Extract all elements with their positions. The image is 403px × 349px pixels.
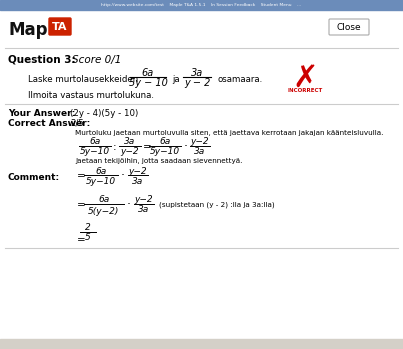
Text: Maple: Maple — [8, 21, 64, 39]
Text: y−2: y−2 — [135, 195, 153, 205]
Text: 5y−10: 5y−10 — [86, 177, 116, 186]
Bar — [0, 0, 403, 10]
Text: 3a: 3a — [138, 206, 150, 215]
Text: ·: · — [121, 170, 125, 183]
Text: ·: · — [184, 141, 188, 154]
Text: 6a: 6a — [98, 195, 110, 205]
Text: y − 2: y − 2 — [184, 78, 210, 88]
Text: 2/5: 2/5 — [70, 119, 84, 127]
Text: Correct Answer:: Correct Answer: — [8, 119, 90, 127]
Text: =: = — [77, 200, 86, 210]
Text: ·: · — [127, 199, 131, 211]
Bar — [0, 339, 403, 349]
FancyBboxPatch shape — [329, 19, 369, 35]
Text: http://www.website.com/test    Maple T&A 1.5.1    In Session Feedback    Student: http://www.website.com/test Maple T&A 1.… — [102, 3, 301, 7]
Text: Comment:: Comment: — [8, 173, 60, 183]
Text: Jaetaan tekijöihin, jotta saadaan sievennettyä.: Jaetaan tekijöihin, jotta saadaan sieven… — [75, 158, 242, 164]
Text: 6a: 6a — [96, 166, 107, 176]
Text: ✗: ✗ — [292, 64, 318, 92]
Text: 6a: 6a — [89, 138, 101, 147]
Text: =: = — [77, 171, 86, 181]
Text: 5(y−2): 5(y−2) — [88, 207, 120, 215]
Text: 3a: 3a — [194, 148, 206, 156]
Text: Score 0/1: Score 0/1 — [72, 55, 121, 65]
Text: Your Answer:: Your Answer: — [8, 109, 75, 118]
Text: TA: TA — [52, 22, 68, 32]
Text: 2: 2 — [85, 223, 91, 232]
Text: 5y−10: 5y−10 — [150, 148, 180, 156]
Text: =: = — [143, 142, 152, 152]
Text: 6a: 6a — [159, 138, 170, 147]
Text: y−2: y−2 — [129, 166, 147, 176]
Text: INCORRECT: INCORRECT — [287, 89, 323, 94]
Text: ja: ja — [172, 74, 180, 83]
Text: (supistetaan (y - 2) :lla ja 3a:lla): (supistetaan (y - 2) :lla ja 3a:lla) — [159, 202, 274, 208]
FancyBboxPatch shape — [49, 18, 71, 35]
Text: 5y−10: 5y−10 — [80, 148, 110, 156]
Text: Question 3:: Question 3: — [8, 55, 76, 65]
Text: osamaara.: osamaara. — [217, 74, 262, 83]
Text: y−2: y−2 — [191, 138, 209, 147]
Text: (2y - 4)(5y - 10): (2y - 4)(5y - 10) — [70, 109, 138, 118]
Text: y−2: y−2 — [120, 148, 139, 156]
Text: Close: Close — [337, 22, 361, 31]
Bar — [0, 10, 403, 48]
Text: Ilmoita vastaus murtolukuna.: Ilmoita vastaus murtolukuna. — [28, 91, 154, 101]
Text: 6a: 6a — [142, 68, 154, 78]
Text: =: = — [77, 235, 86, 245]
Text: Murtoluku jaetaan murtoluvulla siten, että jaettava kerrotaan jakajan käänteislu: Murtoluku jaetaan murtoluvulla siten, et… — [75, 130, 383, 136]
Text: 5y − 10: 5y − 10 — [129, 78, 167, 88]
Text: 3a: 3a — [191, 68, 203, 78]
Text: 5: 5 — [85, 233, 91, 243]
Text: 3a: 3a — [125, 138, 136, 147]
Text: Laske murtolausekkeiden: Laske murtolausekkeiden — [28, 74, 138, 83]
Text: 3a: 3a — [132, 177, 143, 186]
Text: :: : — [113, 142, 117, 152]
